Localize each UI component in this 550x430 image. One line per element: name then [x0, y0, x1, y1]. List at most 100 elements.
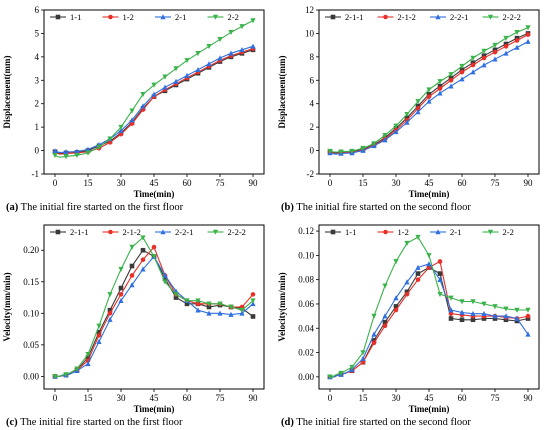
chart-2-point-2-2-2 [250, 298, 256, 304]
chart-2-point-2-1-1 [118, 285, 124, 291]
chart-1-x-tick-label: 60 [458, 178, 468, 188]
chart-2-x-tick-label: 90 [249, 393, 259, 403]
chart-3-x-tick-label: 75 [491, 393, 501, 403]
chart-3-point-1-2 [525, 313, 531, 319]
chart-d-svg: 0 15 30 45 60 75 90 0.00 0.02 0.04 0.06 0.08 0.10 0.1… [277, 224, 540, 428]
chart-0-point-2-2 [85, 150, 91, 156]
chart-0-legend-marker [55, 14, 61, 20]
chart-1-y-tick-label: 0 [310, 146, 315, 156]
chart-0-series-1-1 [52, 47, 256, 156]
chart-3-point-1-2 [437, 259, 443, 264]
chart-2-point-2-2-1 [85, 360, 91, 367]
chart-2-y-tick-label: 0.15 [23, 277, 39, 287]
chart-3-point-2-1 [503, 313, 509, 319]
chart-2-point-2-1-2 [129, 273, 135, 278]
chart-0-point-2-2 [173, 66, 179, 72]
chart-2-point-2-1-2 [96, 333, 102, 338]
chart-3-point-1-1 [503, 317, 509, 323]
chart-1-legend-marker [383, 14, 388, 20]
chart-0-x-tick-label: 45 [150, 178, 160, 188]
chart-3-x-axis-title: Time(min) [409, 404, 450, 414]
chart-panel-b: 0 15 30 45 60 75 90 -2 0 2 4 6 8 10 12 Time(min) Displac… [275, 0, 550, 215]
chart-2-point-2-2-2 [52, 374, 58, 380]
chart-1-point-2-1-2 [470, 62, 476, 68]
chart-2-x-tick-label: 0 [53, 393, 58, 403]
chart-1-y-tick-label: 8 [310, 52, 315, 62]
chart-2-x-tick-label: 15 [84, 393, 94, 403]
chart-2-point-2-2-2 [63, 372, 69, 378]
chart-1-point-2-1-1 [481, 53, 487, 58]
chart-3-line-1-1 [330, 266, 529, 378]
chart-1-point-2-2-2 [338, 149, 344, 155]
chart-1-legend-label: 2-1-2 [398, 12, 416, 22]
chart-2-point-2-2-1 [206, 310, 212, 316]
chart-2-legend-label: 2-2-2 [228, 227, 246, 237]
chart-3-legend-label: 2-1 [450, 227, 461, 237]
chart-1-point-2-2-1 [382, 137, 388, 143]
chart-3-point-2-1 [426, 261, 432, 267]
chart-1-point-2-2-2 [459, 63, 465, 70]
chart-2-point-2-2-2 [129, 244, 135, 250]
chart-3-y-tick-label: 0.00 [298, 372, 314, 382]
chart-1-x-tick-label: 30 [392, 178, 402, 188]
chart-3-x-tick-label: 15 [359, 393, 369, 403]
chart-1-point-2-2-2 [415, 99, 421, 105]
chart-3-caption-label: (d) [281, 417, 294, 428]
chart-2-point-2-2-2 [74, 366, 80, 372]
chart-0-point-2-2 [250, 18, 256, 24]
chart-0-point-2-2 [74, 152, 80, 159]
chart-0-point-2-2 [129, 108, 135, 114]
chart-0-series-1-2 [52, 46, 256, 156]
chart-0-legend-marker [108, 14, 113, 20]
chart-3-x-tick-label: 60 [458, 393, 468, 403]
chart-1-y-axis-title: Displacement(mm) [277, 56, 287, 129]
chart-3-series-1-1 [327, 265, 531, 380]
chart-0-y-tick-label: 1 [35, 122, 40, 132]
chart-2-x-tick-label: 30 [117, 393, 127, 403]
chart-3-point-2-2 [349, 364, 355, 370]
chart-1-point-2-2-2 [393, 123, 399, 129]
chart-3-point-2-2 [371, 313, 377, 319]
chart-1-point-2-1-2 [415, 106, 421, 111]
chart-0-y-axis-title: Displacement(mm) [2, 56, 12, 129]
chart-1-point-2-2-1 [470, 69, 476, 75]
chart-1-point-2-1-2 [426, 94, 432, 99]
chart-3-y-tick-label: 0.02 [298, 348, 314, 358]
chart-3-point-1-2 [382, 323, 388, 329]
chart-3-point-2-1 [382, 313, 388, 319]
chart-3-point-2-1 [415, 264, 421, 270]
chart-1-point-2-2-1 [415, 109, 421, 115]
chart-3-point-2-2 [437, 291, 443, 298]
chart-0-y-tick-label: 3 [35, 75, 40, 85]
chart-2-point-2-1-1 [107, 307, 113, 313]
chart-0-y-tick-label: 0 [35, 146, 40, 156]
chart-c-svg: 0 15 30 45 60 75 90 0.00 0.05 0.10 0.15 0.20 Time(mi… [2, 224, 265, 428]
chart-1-point-2-1-1 [415, 103, 421, 109]
chart-1-point-2-2-1 [459, 76, 465, 82]
chart-3-point-1-1 [393, 304, 399, 309]
chart-0-series-2-2 [52, 18, 256, 160]
chart-0-point-2-1 [118, 127, 124, 133]
chart-2-legend-marker [212, 229, 219, 235]
chart-0-line-1-2 [54, 48, 254, 155]
chart-1-point-2-2-2 [470, 55, 476, 61]
chart-2-point-2-1-1 [96, 329, 102, 335]
chart-3-point-1-1 [437, 271, 443, 276]
chart-2-point-2-2-2 [162, 279, 168, 285]
chart-1-x-tick-label: 90 [524, 178, 534, 188]
chart-0-point-2-1 [52, 148, 58, 154]
chart-1-legend-marker [330, 14, 336, 20]
chart-0-legend-label: 2-1 [175, 12, 186, 22]
chart-0-point-2-2 [217, 36, 223, 43]
chart-0-point-2-1 [206, 61, 212, 67]
chart-2-point-2-1-1 [129, 263, 135, 269]
chart-0-point-2-2 [239, 24, 245, 30]
chart-3-point-2-2 [426, 253, 432, 259]
chart-2-point-2-2-1 [195, 307, 201, 313]
chart-0-point-2-1 [195, 66, 201, 73]
chart-0-point-2-2 [52, 152, 58, 159]
chart-1-legend-label: 2-2-1 [450, 12, 468, 22]
chart-0-point-2-1 [129, 117, 135, 123]
chart-1-x-tick-label: 75 [491, 178, 501, 188]
chart-0-point-2-1 [162, 84, 168, 90]
